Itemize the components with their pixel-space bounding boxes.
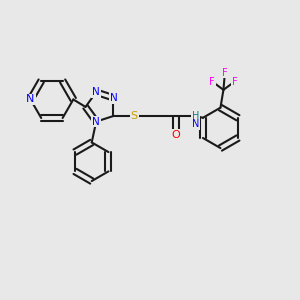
- Text: N: N: [26, 94, 35, 104]
- Text: F: F: [209, 76, 215, 86]
- Text: O: O: [172, 130, 180, 140]
- Text: F: F: [222, 68, 228, 78]
- Text: N: N: [110, 93, 117, 103]
- Text: F: F: [232, 76, 238, 86]
- Text: N: N: [92, 87, 100, 97]
- Text: N: N: [191, 119, 199, 129]
- Text: N: N: [92, 117, 100, 127]
- Text: H: H: [191, 111, 199, 121]
- Text: S: S: [131, 111, 138, 121]
